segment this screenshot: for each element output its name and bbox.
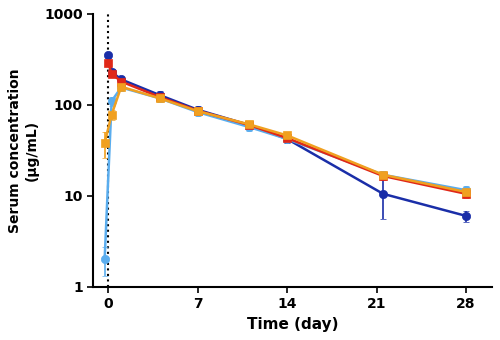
Y-axis label: Serum concentration
(μg/mL): Serum concentration (μg/mL) <box>8 68 38 233</box>
X-axis label: Time (day): Time (day) <box>246 317 338 332</box>
